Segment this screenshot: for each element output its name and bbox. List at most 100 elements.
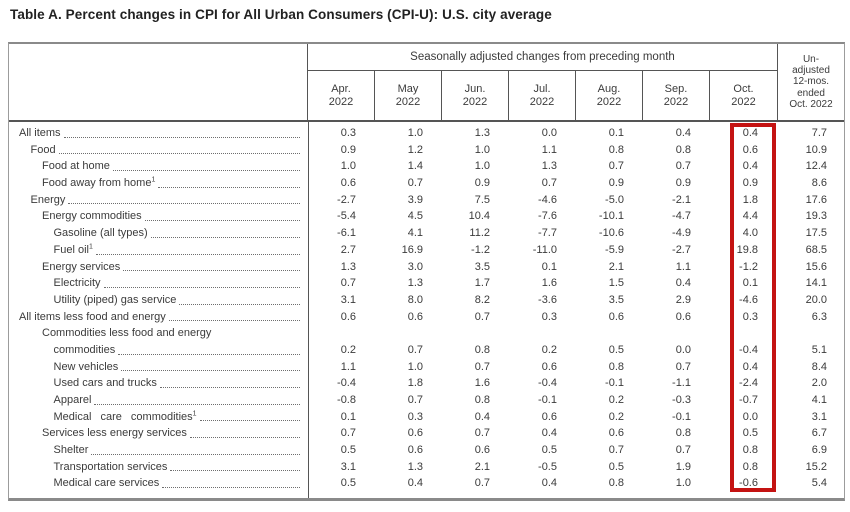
value-cell: 0.6 <box>608 310 624 323</box>
value-cell: 0.7 <box>675 360 691 373</box>
unadjusted-value-cell: 6.7 <box>811 427 827 440</box>
value-cell: 0.7 <box>340 277 356 290</box>
value-cell: 1.0 <box>407 360 423 373</box>
value-cell: 3.9 <box>407 193 423 206</box>
table-row: Food at home 1.0 1.4 1.0 1.3 0.7 0.7 0.4 12.4 <box>9 158 844 175</box>
value-cell: 0.9 <box>474 177 490 190</box>
table-row: All items less food and energy 0.6 0.6 0.7 0… <box>9 309 844 326</box>
value-cell: 0.8 <box>742 460 758 473</box>
value-cell: 0.6 <box>407 427 423 440</box>
value-cell: 0.6 <box>407 310 423 323</box>
value-cell: 1.8 <box>407 377 423 390</box>
row-label: Transportation services <box>9 459 309 476</box>
table-row: Commodities less food and energy <box>9 325 844 342</box>
value-cell: -5.4 <box>337 210 356 223</box>
value-cell: -1.1 <box>672 377 691 390</box>
value-cell: -7.7 <box>538 227 557 240</box>
value-cell: 0.8 <box>608 477 624 490</box>
unadjusted-value-cell: 19.3 <box>805 210 827 223</box>
value-cell: 8.0 <box>407 293 423 306</box>
unadjusted-value-cell: 6.9 <box>811 444 827 457</box>
value-cell: -4.6 <box>538 193 557 206</box>
value-cell: 11.2 <box>469 227 490 240</box>
value-cell: 1.9 <box>675 460 691 473</box>
value-cell: 0.5 <box>608 460 624 473</box>
month-header-cell: May 2022 <box>375 71 442 120</box>
row-label: Apparel <box>9 392 309 409</box>
value-cell: -5.0 <box>605 193 624 206</box>
leader-dots <box>58 142 300 155</box>
value-cell: 0.7 <box>608 160 624 173</box>
value-cell: 2.9 <box>675 293 691 306</box>
value-cell: 0.7 <box>474 310 490 323</box>
value-cell: -10.1 <box>598 210 624 223</box>
value-cell: 1.0 <box>675 477 691 490</box>
value-cell: 1.3 <box>340 260 356 273</box>
value-cell: -2.7 <box>337 193 356 206</box>
table-row: Medical care commodities1 0.1 0.3 0.4 0.6 0.2… <box>9 409 844 426</box>
leader-dots <box>199 409 300 422</box>
value-cell: -2.1 <box>672 193 691 206</box>
value-cell: 0.7 <box>675 160 691 173</box>
value-cell: 4.0 <box>742 227 758 240</box>
value-cell: 0.8 <box>608 360 624 373</box>
value-cell: 1.1 <box>340 360 356 373</box>
row-label: Food <box>9 142 309 159</box>
unadjusted-value-cell: 17.6 <box>805 193 827 206</box>
value-cell: 4.4 <box>742 210 758 223</box>
value-cell: 1.3 <box>407 277 423 290</box>
stub-header-cell <box>9 44 308 120</box>
row-label: Food away from home1 <box>9 175 309 192</box>
leader-dots <box>63 125 300 138</box>
month-header-cell: Apr. 2022 <box>308 71 375 120</box>
value-cell: 3.5 <box>608 293 624 306</box>
value-cell: 1.7 <box>474 277 490 290</box>
value-cell: 0.5 <box>608 343 624 356</box>
table-row: Energy commodities -5.4 4.5 10.4 -7.6 -10.1 -4… <box>9 208 844 225</box>
unadjusted-value-cell: 68.5 <box>805 243 827 256</box>
month-header-cell: Jul. 2022 <box>509 71 576 120</box>
row-label: Used cars and trucks <box>9 375 309 392</box>
value-cell: 0.4 <box>541 477 557 490</box>
value-cell: 1.1 <box>675 260 691 273</box>
value-cell: 1.6 <box>541 277 557 290</box>
table-row: Shelter 0.5 0.6 0.6 0.5 0.7 0.7 0.8 6.9 <box>9 442 844 459</box>
value-cell: 19.8 <box>736 243 758 256</box>
value-cell: 0.8 <box>474 394 490 406</box>
value-cell: 0.1 <box>541 260 557 273</box>
table-row: Energy -2.7 3.9 7.5 -4.6 -5.0 -2.1 1.8 17.6 <box>9 192 844 209</box>
value-cell: -2.4 <box>739 377 758 390</box>
value-cell: 1.6 <box>474 377 490 390</box>
value-cell: 0.6 <box>407 444 423 457</box>
value-cell: 0.6 <box>340 177 356 190</box>
value-cell: 0.8 <box>474 343 490 356</box>
value-cell: -2.7 <box>672 243 691 256</box>
value-cell: 0.4 <box>742 160 758 173</box>
value-cell: 0.8 <box>675 143 691 156</box>
value-cell: 0.4 <box>675 277 691 290</box>
value-cell: 1.5 <box>608 277 624 290</box>
stub-divider-line <box>308 122 309 499</box>
value-cell: 0.5 <box>742 427 758 440</box>
value-cell: 0.2 <box>541 343 557 356</box>
row-label: Electricity <box>9 275 309 292</box>
value-cell: 0.6 <box>541 360 557 373</box>
value-cell: 0.4 <box>541 427 557 440</box>
value-cell: -10.6 <box>598 227 624 240</box>
value-cell: 3.1 <box>340 293 356 306</box>
value-cell: -0.8 <box>337 394 356 406</box>
value-cell: 0.6 <box>742 143 758 156</box>
leader-dots <box>68 192 300 205</box>
unadjusted-value-cell: 6.3 <box>811 310 827 323</box>
table-row: Transportation services 3.1 1.3 2.1 -0.5 0.5 1… <box>9 459 844 476</box>
unadjusted-value-cell: 15.6 <box>805 260 827 273</box>
value-cell: 0.8 <box>608 143 624 156</box>
value-cell: -0.6 <box>739 477 758 490</box>
unadjusted-value-cell: 15.2 <box>805 460 827 473</box>
value-cell: 0.5 <box>340 444 356 457</box>
row-label: All items less food and energy <box>9 309 309 326</box>
leader-dots <box>121 359 300 372</box>
value-cell: 1.0 <box>407 127 423 139</box>
value-cell: 0.7 <box>340 427 356 440</box>
value-cell: 0.6 <box>340 310 356 323</box>
